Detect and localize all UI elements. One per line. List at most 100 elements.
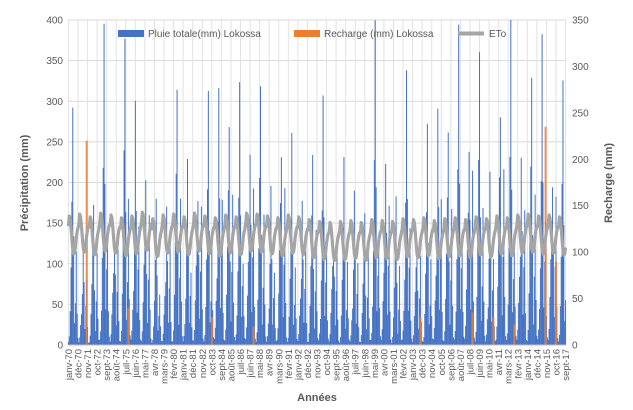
rain-bar <box>198 254 200 345</box>
rain-bar <box>82 236 84 345</box>
rain-bar <box>537 338 539 345</box>
rain-bar <box>106 269 108 345</box>
rain-bar <box>406 199 408 345</box>
rain-bar <box>94 290 96 345</box>
rain-bar <box>319 318 321 345</box>
rain-bar <box>376 311 378 345</box>
rain-bar <box>246 327 248 345</box>
rain-bar <box>167 261 169 345</box>
rain-bar <box>174 242 176 345</box>
x-tick-label: déc-70 <box>73 349 84 378</box>
rain-bar <box>298 334 300 345</box>
rain-bar <box>217 221 219 345</box>
rain-bar <box>286 341 288 345</box>
rain-bar <box>140 340 142 345</box>
rain-bar <box>333 241 335 345</box>
rain-bar <box>102 167 104 345</box>
x-tick-label: juin-09 <box>475 349 486 379</box>
x-tick-label: sept-17 <box>561 349 572 381</box>
rain-bar <box>459 309 461 345</box>
rain-bar <box>260 234 262 345</box>
rain-bar <box>339 342 341 345</box>
rain-bar <box>76 313 78 345</box>
rain-bar <box>185 298 187 345</box>
rain-bar <box>130 339 132 345</box>
rain-bar <box>338 340 340 345</box>
left-tick-label: 400 <box>46 16 63 27</box>
rain-bar <box>259 177 261 345</box>
rain-bar <box>234 340 236 345</box>
x-tick-label: déc-14 <box>532 349 543 378</box>
rain-bar <box>456 259 458 345</box>
rain-bar <box>216 278 218 345</box>
rain-bar <box>84 328 86 345</box>
rain-bar <box>180 301 182 345</box>
rain-bar <box>271 259 273 345</box>
eto-line <box>66 210 568 263</box>
rain-bar <box>414 292 416 345</box>
rain-bar <box>318 340 320 345</box>
rain-bar <box>489 171 491 345</box>
rain-bar <box>74 303 76 345</box>
rain-bar <box>548 328 550 345</box>
rain-bar <box>189 295 191 345</box>
rain-bar <box>386 232 388 345</box>
rain-bar <box>199 318 201 345</box>
rain-bar <box>508 247 510 345</box>
rain-bar <box>528 293 530 345</box>
rain-bar <box>160 326 162 345</box>
x-tick-label: juil-75 <box>121 349 132 375</box>
rain-bar <box>388 205 390 345</box>
rain-bar <box>159 294 161 345</box>
rain-bar <box>345 328 347 345</box>
rain-bar <box>186 246 188 345</box>
rain-bar <box>103 23 105 345</box>
x-tick-label: févr-13 <box>513 349 524 379</box>
rain-bar <box>531 77 533 345</box>
x-tick-label: mai-99 <box>370 349 381 378</box>
rain-bar <box>258 248 260 345</box>
rain-bar <box>209 322 211 345</box>
rain-bar <box>452 305 454 345</box>
rain-bar <box>425 273 427 345</box>
rain-bar <box>365 295 367 345</box>
rain-bar <box>162 333 164 345</box>
rain-bar <box>133 222 135 345</box>
rain-bar <box>134 100 136 345</box>
rain-bar <box>116 291 118 345</box>
rain-bar <box>215 300 217 345</box>
x-tick-label: févr-80 <box>169 349 180 379</box>
rain-bar <box>516 339 518 345</box>
rain-bar <box>560 256 562 345</box>
rain-bar <box>135 211 137 345</box>
rain-bar <box>261 324 263 345</box>
x-tick-label: oct-72 <box>93 349 104 375</box>
rain-bar <box>105 309 107 345</box>
left-tick-label: 300 <box>46 97 63 108</box>
right-tick-label: 50 <box>572 294 584 305</box>
rain-bar <box>390 339 392 345</box>
rain-bar <box>401 339 403 345</box>
x-tick-label: janv-03 <box>408 349 419 381</box>
x-tick-label: août-07 <box>456 349 467 381</box>
rain-bar <box>348 339 350 345</box>
x-tick-label: janv-70 <box>64 349 75 381</box>
rain-bar <box>512 279 514 345</box>
rain-bar <box>367 248 369 345</box>
x-tick-label: nov-15 <box>542 349 553 378</box>
rain-bar <box>110 334 112 345</box>
rain-bar <box>244 338 246 345</box>
rain-bar <box>220 255 222 345</box>
legend-item-eto: ETo <box>458 29 507 40</box>
rain-bar <box>283 264 285 345</box>
rain-bar <box>112 292 114 345</box>
rain-bar <box>313 268 315 345</box>
rain-bar <box>404 279 406 345</box>
rain-bar <box>233 302 235 345</box>
rain-bar <box>187 248 189 345</box>
rain-bar <box>200 271 202 345</box>
rain-bar <box>543 307 545 345</box>
rain-bar <box>299 315 301 345</box>
rain-bar <box>453 339 455 345</box>
rain-bar <box>496 326 498 345</box>
